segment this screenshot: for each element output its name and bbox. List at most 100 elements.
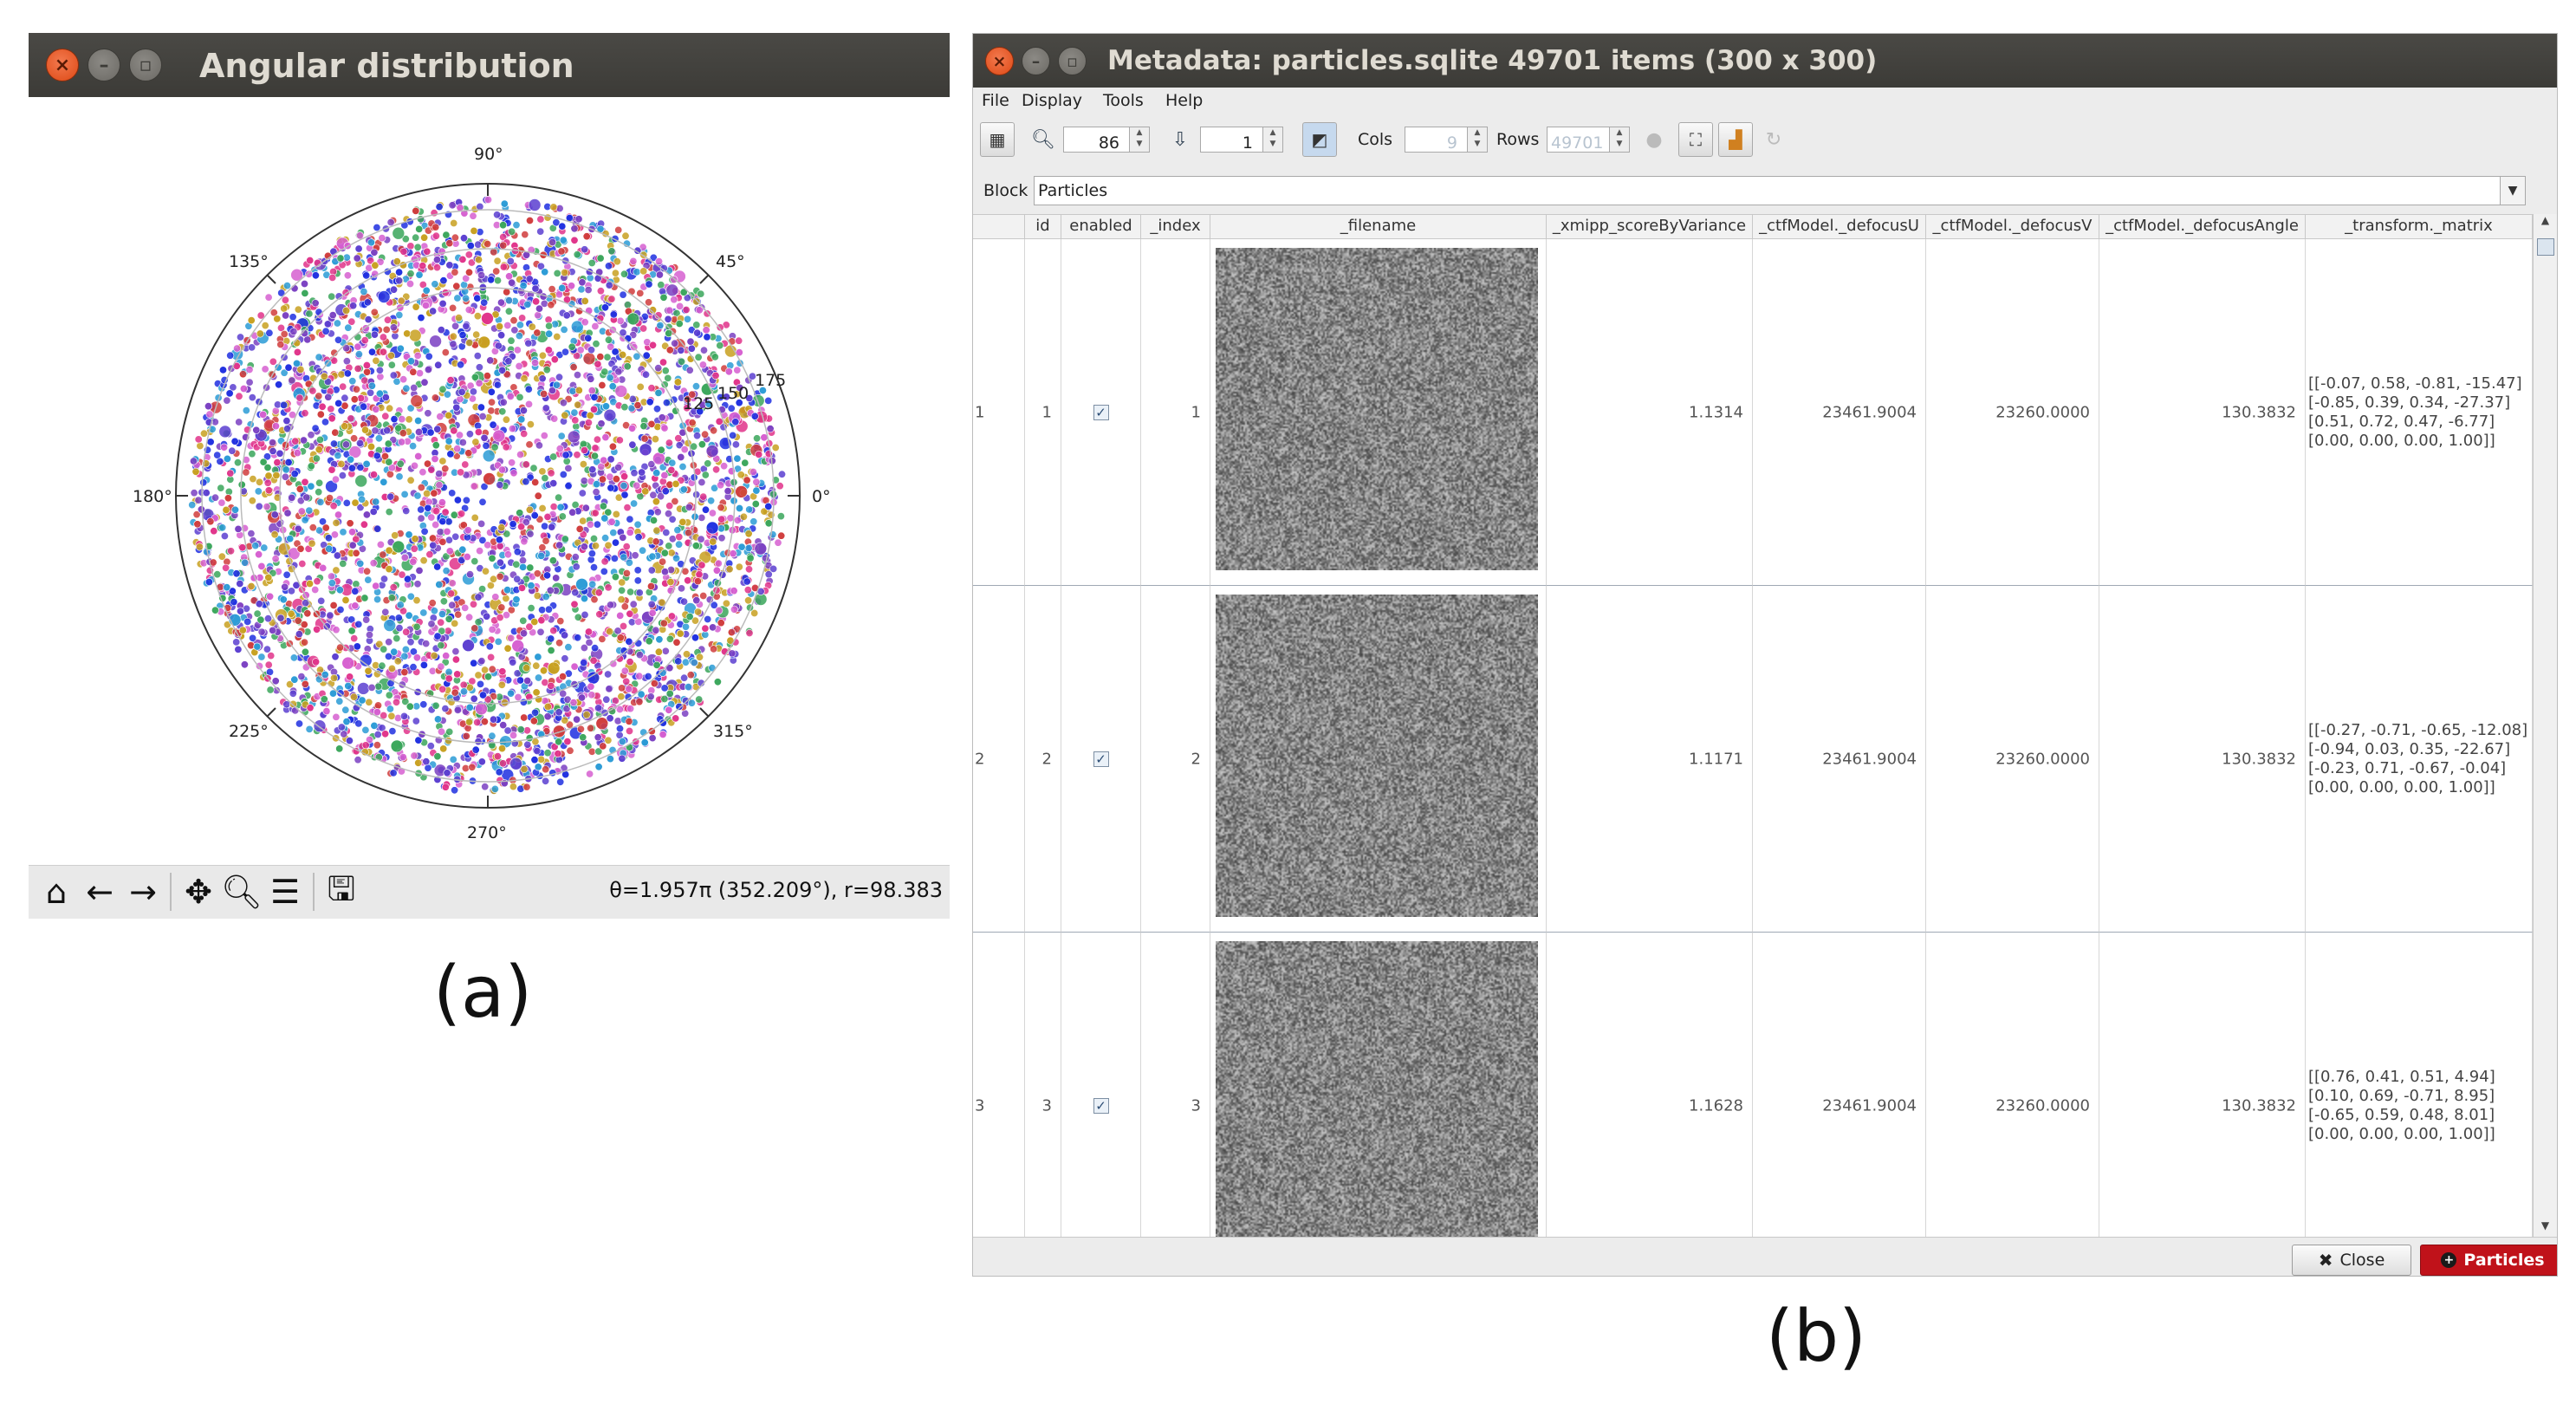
maximize-icon: ▫ (1067, 51, 1078, 71)
goto-input[interactable]: 1 ▲ ▼ (1200, 127, 1283, 153)
cell-index: 2 (1141, 586, 1210, 933)
metadata-window: × – ▫ Metadata: particles.sqlite 49701 i… (972, 33, 2558, 1277)
radial-label-150: 150 (717, 384, 749, 403)
render-icon[interactable]: ● (1645, 128, 1663, 151)
cell-defocus-u: 23461.9004 (1753, 239, 1926, 586)
angle-label-0: 0° (812, 487, 831, 506)
column-header-id[interactable]: id (1025, 215, 1061, 239)
close-button[interactable]: ✖ Close (2292, 1245, 2411, 1276)
find-binoculars-icon[interactable]: ⛶ (1678, 122, 1713, 157)
panel-label-a: (a) (433, 952, 533, 1034)
cols-input[interactable]: 9 ▲ ▼ (1405, 127, 1488, 153)
cell-defocus-v: 23260.0000 (1926, 933, 2099, 1238)
maximize-icon: ▫ (139, 54, 152, 76)
maximize-window-button[interactable]: ▫ (1058, 47, 1087, 75)
close-window-button[interactable]: × (985, 47, 1014, 75)
back-arrow-icon[interactable]: ← (86, 873, 114, 911)
radial-label-125: 125 (683, 394, 714, 413)
cell-filename (1210, 586, 1547, 933)
cell-id: 2 (1025, 586, 1061, 933)
particles-button[interactable]: + Particles (2420, 1245, 2557, 1276)
block-select[interactable]: Particles ▼ (1034, 176, 2526, 205)
pan-icon[interactable]: ✥ (185, 873, 212, 911)
minimize-window-button[interactable]: – (1022, 47, 1050, 75)
grid-view-icon[interactable]: ▦ (980, 122, 1015, 157)
scroll-down-icon[interactable]: ▼ (2540, 1219, 2550, 1232)
cols-stepper[interactable]: ▲ ▼ (1467, 127, 1487, 152)
toolbar-separator (170, 873, 172, 911)
scroll-up-icon[interactable]: ▲ (2540, 214, 2550, 226)
rows-stepper[interactable]: ▲ ▼ (1609, 127, 1629, 152)
window-title: Metadata: particles.sqlite 49701 items (… (1107, 45, 1878, 76)
grid-ring-125 (279, 287, 697, 705)
particle-image[interactable] (1216, 595, 1538, 917)
cell-index: 3 (1141, 933, 1210, 1238)
enabled-checkbox[interactable]: ✓ (1093, 1098, 1109, 1114)
forward-arrow-icon[interactable]: → (129, 873, 157, 911)
scatter-points (188, 196, 786, 795)
chevron-down-icon[interactable]: ▼ (2500, 177, 2525, 205)
close-x-icon: ✖ (2318, 1250, 2333, 1271)
close-icon: × (992, 51, 1007, 71)
save-icon[interactable]: 🖫︎ (327, 868, 356, 907)
cell-enabled: ✓ (1061, 586, 1141, 933)
cell-defocus-u: 23461.9004 (1753, 933, 1926, 1238)
scroll-thumb[interactable] (2537, 238, 2554, 256)
column-header-defocus-angle[interactable]: _ctfModel._defocusAngle (2099, 215, 2306, 239)
rows-label: Rows (1496, 130, 1540, 149)
angle-label-135: 135° (229, 252, 269, 271)
particle-image[interactable] (1216, 941, 1538, 1238)
home-icon[interactable]: ⌂ (45, 873, 68, 911)
close-icon: × (54, 54, 71, 76)
cell-filename (1210, 933, 1547, 1238)
menu-display[interactable]: Display (1022, 91, 1083, 110)
column-header-score[interactable]: _xmipp_scoreByVariance (1547, 215, 1753, 239)
configure-subplots-icon[interactable]: ☰ (269, 873, 301, 911)
rows-input[interactable]: 49701 ▲ ▼ (1547, 127, 1630, 153)
column-header-defocus-u[interactable]: _ctfModel._defocusU (1753, 215, 1926, 239)
refresh-icon[interactable]: ↻ (1765, 128, 1782, 151)
polar-plot[interactable]: 0° 45° 90° 135° 180° 225° 270° 315° 125 … (29, 97, 950, 851)
zoom-input[interactable]: 86 ▲ ▼ (1063, 127, 1150, 153)
minimize-icon: – (1031, 51, 1041, 71)
cell-enabled: ✓ (1061, 239, 1141, 586)
goto-stepper[interactable]: ▲ ▼ (1262, 127, 1282, 152)
zoom-stepper[interactable]: ▲ ▼ (1129, 127, 1149, 152)
column-header-index[interactable]: _index (1141, 215, 1210, 239)
enabled-checkbox[interactable]: ✓ (1093, 751, 1109, 767)
cursor-coordinates: θ=1.957π (352.209°), r=98.383 (609, 878, 943, 902)
column-header-enabled[interactable]: enabled (1061, 215, 1141, 239)
cell-id: 1 (1025, 239, 1061, 586)
menu-file[interactable]: File (982, 91, 1009, 110)
cell-transform-matrix: [[-0.07, 0.58, -0.81, -15.47] [-0.85, 0.… (2306, 239, 2533, 586)
zoom-icon[interactable]: 🔍︎ (220, 872, 263, 911)
vertical-scrollbar[interactable]: ▲ ▼ (2533, 214, 2557, 1237)
table-row-header[interactable]: 2 (973, 586, 1025, 933)
block-label: Block (983, 181, 1028, 200)
table-row-header[interactable]: 1 (973, 239, 1025, 586)
enabled-checkbox[interactable]: ✓ (1093, 404, 1109, 420)
minimize-window-button[interactable]: – (88, 49, 120, 81)
column-header-filename[interactable]: _filename (1210, 215, 1547, 239)
cell-defocus-u: 23461.9004 (1753, 586, 1926, 933)
panel-label-b: (b) (1766, 1296, 1867, 1378)
plot-chart-icon[interactable]: ▟ (1718, 122, 1753, 157)
cell-defocus-angle: 130.3832 (2099, 933, 2306, 1238)
cell-defocus-v: 23260.0000 (1926, 239, 2099, 586)
menu-tools[interactable]: Tools (1103, 91, 1144, 110)
table-row-header[interactable]: 3 (973, 933, 1025, 1238)
bottom-bar: ✖ Close + Particles (973, 1237, 2557, 1276)
cell-filename (1210, 239, 1547, 586)
particle-image[interactable] (1216, 248, 1538, 570)
cell-defocus-angle: 130.3832 (2099, 239, 2306, 586)
goto-icon: ⇩ (1171, 128, 1189, 151)
close-window-button[interactable]: × (46, 49, 79, 81)
column-header-transform-matrix[interactable]: _transform._matrix (2306, 215, 2533, 239)
radial-label-175: 175 (755, 371, 786, 390)
normalize-icon[interactable]: ◩ (1302, 122, 1337, 157)
maximize-window-button[interactable]: ▫ (129, 49, 162, 81)
angle-label-180: 180° (133, 487, 172, 506)
column-header-defocus-v[interactable]: _ctfModel._defocusV (1926, 215, 2099, 239)
menu-help[interactable]: Help (1165, 91, 1204, 110)
zoom-icon: 🔍︎ (1031, 128, 1055, 151)
